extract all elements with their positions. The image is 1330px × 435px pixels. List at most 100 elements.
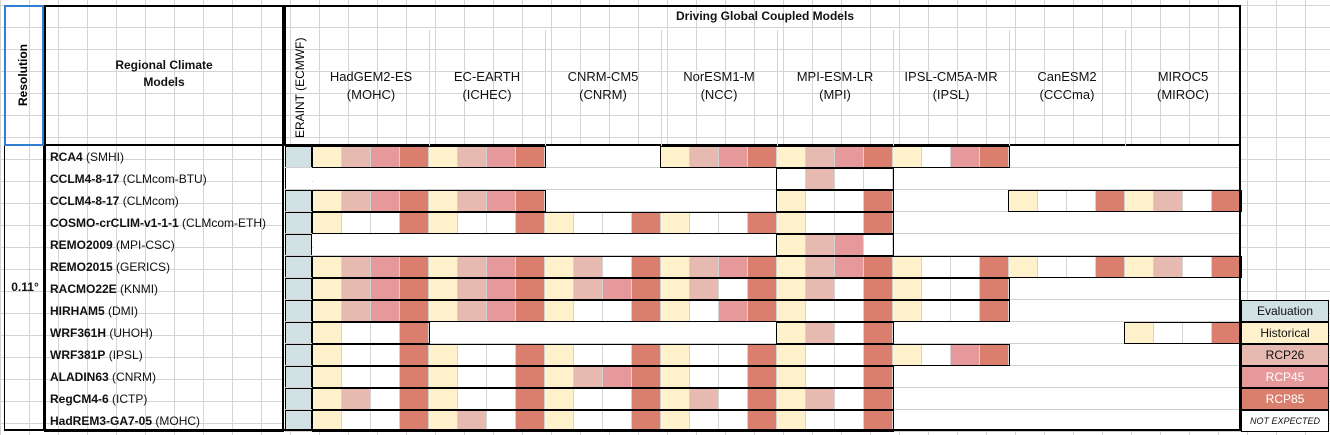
gcm-institute: (CCCma) (1039, 87, 1095, 102)
rcm-institute: (IPSL) (108, 348, 143, 362)
historical-cell (893, 279, 922, 299)
historical-cell (777, 257, 806, 277)
rcp85-cell (516, 411, 545, 431)
empty-cell (835, 389, 864, 409)
rcm-row-cell (44, 190, 284, 212)
eval-cell (285, 234, 312, 256)
rcp85-cell (632, 389, 661, 409)
rcm-row-cell (44, 344, 284, 366)
rcp45-cell (487, 301, 516, 321)
empty-cell (342, 213, 371, 233)
resolution-value: 0.11° (11, 280, 39, 294)
rcm-label: WRF361H (UHOH) (46, 322, 153, 344)
blank-group (545, 190, 661, 212)
rcp85-cell (632, 345, 661, 365)
rcm-name: HadREM3-GA7-05 (50, 414, 153, 428)
blank-group (1009, 278, 1125, 300)
blank-group (1125, 300, 1241, 322)
gcm-name: CNRM-CM5 (567, 69, 639, 84)
gcm-divider (893, 30, 894, 146)
rcp85-cell (400, 301, 429, 321)
rcp26-cell (690, 279, 719, 299)
rcp45-cell (487, 279, 516, 299)
historical-cell (313, 411, 342, 431)
rcp26-cell (458, 147, 487, 167)
blank-group (1125, 410, 1241, 432)
rcp26-cell (1154, 257, 1183, 277)
rcp45-cell (719, 301, 748, 321)
gcm-header-5: IPSL-CM5A-MR (IPSL) (893, 68, 1009, 104)
rcp26-cell (690, 257, 719, 277)
rcm-name: CCLM4-8-17 (50, 172, 120, 186)
empty-cell (1154, 323, 1183, 343)
rcp85-cell (864, 147, 893, 167)
rcp85-cell (748, 147, 777, 167)
historical-cell (545, 213, 574, 233)
historical-cell (893, 301, 922, 321)
empty-cell (603, 345, 632, 365)
empty-cell (719, 367, 748, 387)
empty-cell (690, 301, 719, 321)
historical-cell (313, 389, 342, 409)
empty-cell (806, 301, 835, 321)
empty-cell (603, 389, 632, 409)
empty-cell (1183, 323, 1212, 343)
historical-cell (893, 345, 922, 365)
eval-cell (285, 146, 312, 168)
eraint-label: ERAINT (ECMWF) (293, 37, 307, 139)
rcp85-cell (632, 301, 661, 321)
blank-group (893, 212, 1009, 234)
resolution-header-cell[interactable] (4, 5, 44, 146)
historical-cell (313, 323, 342, 343)
rcp45-cell (603, 367, 632, 387)
gcm-institute: (NCC) (700, 87, 738, 102)
rcp85-cell (516, 191, 545, 211)
historical-cell (313, 147, 342, 167)
rcp85-cell (864, 323, 893, 343)
rcp85-cell (400, 323, 429, 343)
empty-cell (835, 191, 864, 211)
blank-group (1125, 234, 1241, 256)
rcp85-cell (748, 345, 777, 365)
rcm-label: ALADIN63 (CNRM) (46, 366, 156, 388)
blank-group (429, 168, 545, 190)
rcp85-cell (1096, 191, 1125, 211)
rcm-institute: (KNMI) (120, 282, 159, 296)
rcp85-cell (1212, 323, 1241, 343)
row-line (285, 211, 1241, 212)
rcp85-cell (632, 213, 661, 233)
rcp45-cell (371, 147, 400, 167)
rcp85-cell (864, 191, 893, 211)
empty-cell (371, 367, 400, 387)
blank-group (1009, 212, 1125, 234)
gcm-institute: (CNRM) (579, 87, 627, 102)
gcm-name: EC-EARTH (453, 69, 521, 84)
historical-cell (545, 257, 574, 277)
rcp85-cell (516, 367, 545, 387)
empty-cell (835, 367, 864, 387)
empty-cell (458, 345, 487, 365)
rcp85-cell (400, 389, 429, 409)
gcm-name: MPI-ESM-LR (796, 69, 874, 84)
empty-cell (835, 345, 864, 365)
empty-cell (342, 323, 371, 343)
rcp45-cell (487, 147, 516, 167)
empty-cell (458, 213, 487, 233)
rcp26-cell (342, 147, 371, 167)
historical-cell (777, 411, 806, 431)
empty-cell (719, 279, 748, 299)
rcm-institute: (MPI-CSC) (116, 238, 175, 252)
rcp85-cell (632, 367, 661, 387)
row-line (285, 189, 1241, 190)
eval-cell (285, 366, 312, 388)
gcm-divider (429, 30, 430, 146)
rcm-institute: (MOHC) (155, 414, 201, 428)
historical-cell (429, 279, 458, 299)
rcp26-cell (806, 257, 835, 277)
rcm-institute: (CLMcom) (122, 194, 179, 208)
gcm-header-6: CanESM2 (CCCma) (1009, 68, 1125, 104)
empty-cell (342, 411, 371, 431)
gcm-name: NorESM1-M (683, 69, 755, 84)
empty-cell (922, 301, 951, 321)
rcm-label: WRF381P (IPSL) (46, 344, 143, 366)
